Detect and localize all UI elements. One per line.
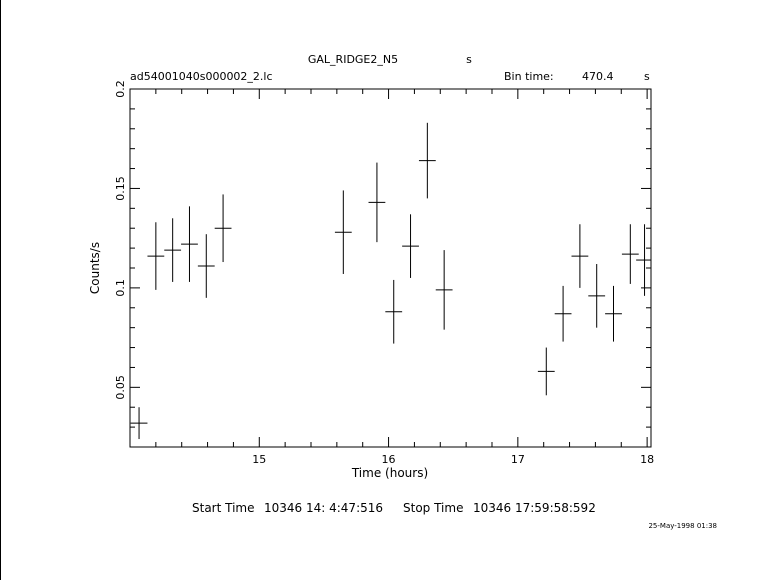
data-point	[197, 234, 215, 298]
x-tick-label: 17	[511, 453, 525, 466]
x-axis-label: Time (hours)	[351, 466, 428, 480]
data-points	[130, 122, 651, 440]
data-point	[385, 279, 403, 344]
data-point	[368, 162, 386, 243]
data-point	[130, 407, 148, 440]
x-tick-label: 18	[640, 453, 654, 466]
data-point	[571, 224, 589, 288]
data-point	[164, 218, 182, 282]
data-point	[588, 264, 606, 328]
data-point	[334, 190, 352, 274]
y-axis-ticks: 0.05 0.1 0.15 0.2	[114, 80, 651, 428]
chart-title: GAL_RIDGE2_N5	[308, 53, 398, 66]
y-tick-label: 0.05	[114, 375, 127, 400]
start-time-value: 10346 14: 4:47:516	[264, 501, 383, 515]
file-label: ad54001040s000002_2.lc	[130, 70, 273, 83]
data-point	[402, 214, 419, 278]
bin-time-unit: s	[644, 70, 650, 83]
y-tick-label: 0.15	[114, 176, 127, 201]
data-point	[554, 285, 572, 342]
x-tick-label: 16	[382, 453, 396, 466]
bin-time-label: Bin time:	[504, 70, 554, 83]
y-tick-label: 0.2	[114, 80, 127, 98]
data-point	[435, 250, 453, 330]
x-axis-ticks: 15 16 17 18	[155, 89, 654, 466]
data-point	[181, 206, 198, 282]
data-point	[147, 222, 165, 290]
x-tick-label: 15	[252, 453, 266, 466]
stop-time-label: Stop Time	[403, 501, 463, 515]
start-time-label: Start Time	[192, 501, 255, 515]
plot-timestamp: 25-May-1998 01:38	[648, 522, 717, 530]
y-axis-label: Counts/s	[88, 242, 102, 294]
plot-frame	[129, 88, 652, 448]
data-point	[214, 194, 232, 263]
left-border	[0, 0, 1, 580]
data-point	[636, 224, 651, 296]
data-point	[605, 285, 622, 342]
data-point	[537, 347, 555, 396]
bin-time-value: 470.4	[582, 70, 614, 83]
y-tick-label: 0.1	[114, 279, 127, 297]
data-point	[621, 224, 639, 284]
chart-title-suffix: s	[466, 53, 472, 66]
stop-time-value: 10346 17:59:58:592	[473, 501, 596, 515]
data-point	[418, 122, 436, 199]
